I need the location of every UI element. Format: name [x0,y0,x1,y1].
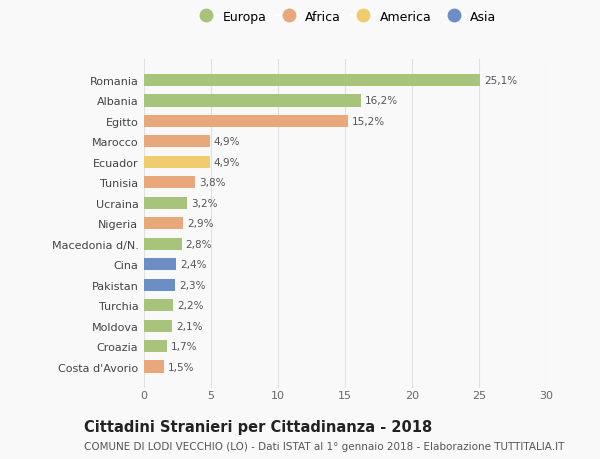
Text: 4,9%: 4,9% [214,157,240,168]
Bar [144,136,209,148]
Text: 2,4%: 2,4% [180,260,206,269]
Text: Cittadini Stranieri per Cittadinanza - 2018: Cittadini Stranieri per Cittadinanza - 2… [84,419,432,434]
Text: COMUNE DI LODI VECCHIO (LO) - Dati ISTAT al 1° gennaio 2018 - Elaborazione TUTTI: COMUNE DI LODI VECCHIO (LO) - Dati ISTAT… [84,441,565,451]
Bar [144,95,361,107]
Bar [144,116,347,128]
Text: 15,2%: 15,2% [352,117,385,127]
Text: 2,2%: 2,2% [178,301,204,310]
Bar [144,177,195,189]
Text: 2,8%: 2,8% [185,239,212,249]
Bar [144,361,164,373]
Text: 2,3%: 2,3% [179,280,205,290]
Text: 4,9%: 4,9% [214,137,240,147]
Text: 1,5%: 1,5% [168,362,194,372]
Bar [144,340,167,353]
Bar [144,74,481,87]
Bar [144,299,173,312]
Bar [144,320,172,332]
Text: 3,8%: 3,8% [199,178,226,188]
Legend: Europa, Africa, America, Asia: Europa, Africa, America, Asia [190,7,500,27]
Bar [144,218,183,230]
Text: 16,2%: 16,2% [365,96,398,106]
Text: 1,7%: 1,7% [171,341,197,351]
Bar [144,197,187,209]
Text: 2,9%: 2,9% [187,219,214,229]
Bar [144,157,209,168]
Text: 3,2%: 3,2% [191,198,217,208]
Text: 25,1%: 25,1% [484,76,517,86]
Bar [144,238,182,250]
Text: 2,1%: 2,1% [176,321,203,331]
Bar [144,258,176,271]
Bar [144,279,175,291]
